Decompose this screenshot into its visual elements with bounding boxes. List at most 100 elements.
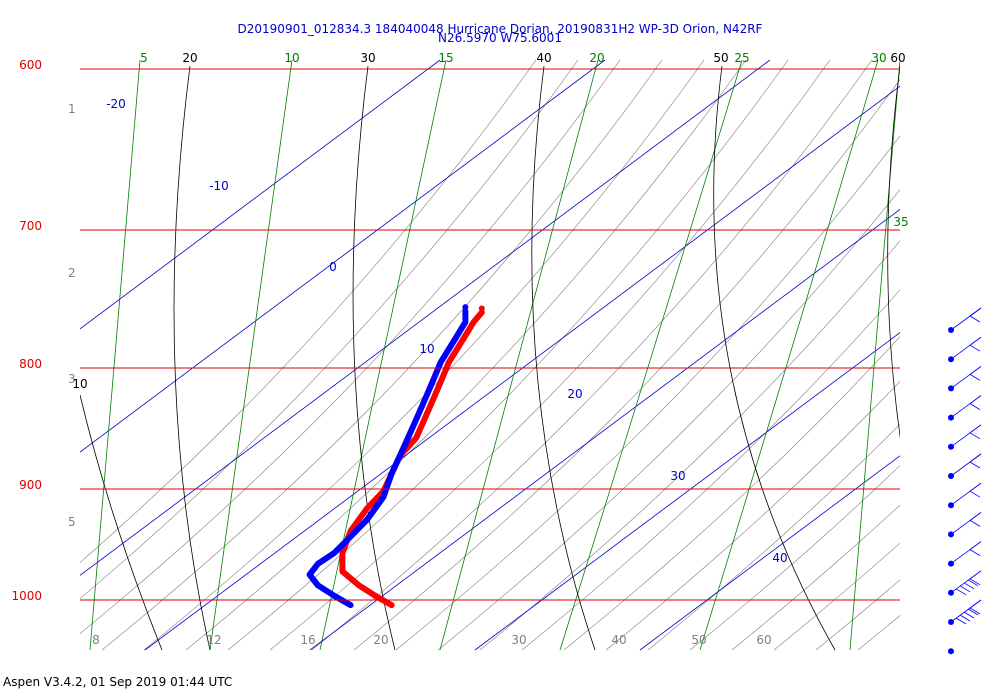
isotherm-label: 10	[419, 342, 434, 356]
moist-adiabat-line	[80, 60, 579, 600]
pressure-label: 600	[19, 58, 42, 72]
mixing-ratio-label: 30	[871, 51, 886, 65]
wind-barb	[948, 366, 982, 392]
mixing-ratio-line	[209, 60, 293, 651]
moist-adiabat-line	[479, 240, 900, 651]
moist-adiabat-line	[80, 60, 537, 563]
chart-title: D20190901_012834.3 184040048 Hurricane D…	[238, 22, 763, 36]
moist-adiabat-line	[815, 579, 900, 651]
bottom-axis-label: 12	[206, 633, 221, 647]
wind-barb	[948, 336, 982, 363]
wind-barb	[948, 307, 982, 333]
bottom-axis-label: 40	[611, 633, 626, 647]
dewpoint-top-point	[462, 304, 469, 311]
moist-adiabat-line	[101, 60, 663, 651]
isotherm-label: -20	[106, 97, 126, 111]
mixing-ratio-line	[559, 60, 743, 651]
mixing-ratio-line	[699, 60, 879, 651]
wind-barb	[948, 648, 954, 655]
chart-subtitle: N26.5970 W75.6001	[438, 31, 562, 45]
moist-adiabat-line	[773, 542, 900, 651]
isotherm-line	[80, 60, 441, 330]
mixing-ratio-line	[89, 60, 141, 651]
moist-adiabat-line	[731, 504, 900, 651]
mixing-ratio-line	[439, 60, 599, 651]
pressure-label: 800	[19, 357, 42, 371]
mixing-ratio-label: 10	[284, 51, 299, 65]
dry-adiabat-line	[887, 65, 900, 439]
isotherm-label: -10	[209, 179, 229, 193]
wind-barb	[948, 570, 982, 596]
altitude-label: 3	[68, 372, 76, 386]
mixing-ratio-label: 15	[438, 51, 453, 65]
altitude-label: 5	[68, 515, 76, 529]
wind-barb	[948, 453, 982, 479]
moist-adiabat-line	[395, 135, 900, 651]
dry-adiabat-line	[713, 65, 836, 651]
pressure-label: 900	[19, 478, 42, 492]
dewpoint-profile-line	[306, 308, 469, 609]
isotherm-label: 0	[329, 260, 337, 274]
moist-adiabat-line	[353, 78, 900, 651]
wind-barb	[948, 599, 982, 625]
isotherm-line	[474, 332, 900, 651]
dry-adiabat-label: 50	[713, 51, 728, 65]
mixing-ratio-label: 35	[893, 215, 908, 229]
wind-barb	[948, 512, 982, 538]
moist-adiabat-line	[563, 336, 900, 651]
temperature-profile-line	[339, 309, 485, 609]
bottom-axis-label: 20	[373, 633, 388, 647]
bottom-axis-label: 60	[756, 633, 771, 647]
bottom-axis-label: 30	[511, 633, 526, 647]
profiles	[306, 304, 485, 609]
dry-adiabat-label: 10	[72, 377, 87, 391]
moist-adiabat-line	[605, 380, 900, 651]
mixing-ratio-label: 20	[589, 51, 604, 65]
moist-adiabat-line	[311, 60, 873, 651]
moist-adiabat-line	[185, 60, 747, 651]
bottom-axis-label: 16	[300, 633, 315, 647]
dry-adiabat-line	[352, 65, 396, 651]
dry-adiabat-line	[80, 394, 163, 651]
mixing-ratio-label: 5	[140, 51, 148, 65]
bottom-axis-label: 50	[691, 633, 706, 647]
pressure-label: 1000	[11, 589, 42, 603]
isotherm-label: 30	[670, 469, 685, 483]
moist-adiabat-line	[143, 60, 705, 651]
temperature-top-point	[478, 305, 485, 312]
grid	[80, 60, 1000, 651]
moist-adiabat-line	[689, 465, 900, 651]
wind-barbs	[948, 307, 982, 655]
moist-adiabat-line	[521, 289, 900, 651]
wind-barb	[948, 424, 982, 450]
dry-adiabat-line	[531, 65, 596, 651]
dry-adiabat-label: 40	[536, 51, 551, 65]
wind-barb	[948, 482, 982, 509]
mixing-ratio-label: 25	[734, 51, 749, 65]
isotherm-line	[80, 60, 771, 576]
isotherm-line	[144, 85, 900, 651]
isotherm-line	[80, 60, 606, 453]
altitude-label: 1	[68, 102, 76, 116]
moist-adiabat-line	[437, 189, 900, 651]
moist-adiabat-line	[647, 423, 900, 651]
dry-adiabat-line	[173, 65, 211, 651]
mixing-ratio-line	[849, 60, 900, 651]
wind-barb	[948, 395, 982, 421]
dry-adiabat-label: 30	[360, 51, 375, 65]
bottom-axis-label: 8	[92, 633, 100, 647]
isotherm-line	[639, 455, 900, 651]
moist-adiabat-line	[269, 60, 831, 651]
dry-adiabat-label: 20	[182, 51, 197, 65]
footer-text: Aspen V3.4.2, 01 Sep 2019 01:44 UTC	[3, 675, 232, 689]
isotherm-label: 40	[772, 551, 787, 565]
altitude-label: 2	[68, 266, 76, 280]
pressure-label: 700	[19, 219, 42, 233]
moist-adiabat-line	[984, 60, 1000, 650]
isotherm-label: 20	[567, 387, 582, 401]
moist-adiabat-line	[227, 60, 789, 651]
wind-barb	[948, 541, 982, 567]
dry-adiabat-label: 60	[890, 51, 905, 65]
